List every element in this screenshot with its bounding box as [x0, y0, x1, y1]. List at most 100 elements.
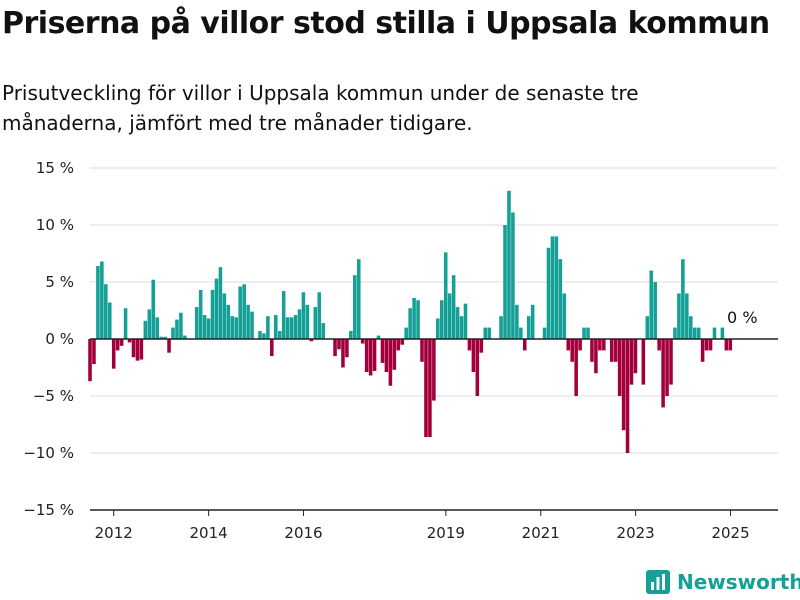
- bar: [463, 303, 468, 339]
- bar: [700, 339, 705, 362]
- bar: [582, 327, 586, 339]
- bar: [388, 339, 393, 386]
- bar: [341, 339, 345, 368]
- bar: [175, 319, 179, 339]
- bar: [436, 318, 440, 339]
- bar: [570, 339, 574, 362]
- bar: [297, 309, 302, 339]
- bar: [277, 331, 282, 339]
- bar: [507, 190, 511, 339]
- bar: [503, 225, 507, 339]
- bar: [447, 293, 452, 339]
- bar: [574, 339, 578, 396]
- bar: [115, 339, 120, 351]
- bar: [376, 335, 381, 339]
- bar: [696, 327, 701, 339]
- bar: [685, 293, 689, 339]
- bar: [131, 339, 136, 358]
- bar: [613, 339, 618, 362]
- bar: [712, 327, 717, 339]
- bar: [471, 339, 476, 373]
- bar: [598, 339, 602, 351]
- bar: [139, 339, 144, 360]
- bar: [424, 339, 428, 438]
- bar: [92, 339, 96, 365]
- bar: [321, 323, 325, 339]
- bar: [309, 339, 314, 342]
- bar: [692, 327, 697, 339]
- bar: [127, 339, 132, 343]
- bar: [163, 336, 167, 339]
- bar: [562, 293, 567, 339]
- chart-title: Priserna på villor stod stilla i Uppsala…: [2, 6, 770, 41]
- bar: [669, 339, 673, 385]
- bar: [281, 291, 286, 339]
- bar: [250, 311, 254, 339]
- bar: [487, 327, 491, 339]
- bar: [155, 317, 159, 339]
- bar: [724, 339, 729, 351]
- bar: [459, 316, 464, 339]
- x-tick-label: 2012: [95, 524, 133, 542]
- bar: [515, 304, 519, 339]
- x-tick-label: 2019: [427, 524, 465, 542]
- bar: [301, 292, 306, 339]
- bar: [649, 270, 654, 339]
- x-tick-label: 2025: [711, 524, 749, 542]
- bar: [104, 284, 108, 339]
- bar: [380, 339, 385, 363]
- bar: [356, 259, 361, 339]
- bar: [408, 308, 412, 339]
- bar: [317, 292, 322, 339]
- bar: [107, 302, 112, 339]
- bar: [499, 316, 503, 339]
- bar: [412, 297, 416, 339]
- bar-chart-icon: [646, 570, 670, 594]
- bar: [270, 339, 274, 357]
- bar: [384, 339, 389, 373]
- bar: [621, 339, 626, 431]
- bar: [258, 331, 262, 339]
- bar: [475, 339, 480, 396]
- bar: [333, 339, 337, 357]
- bar: [246, 304, 250, 339]
- bar: [602, 339, 606, 351]
- bar: [364, 339, 369, 373]
- bar: [147, 309, 152, 339]
- y-tick-label: 15 %: [36, 159, 74, 177]
- bar: [222, 293, 227, 339]
- y-tick-label: −5 %: [33, 387, 74, 405]
- bar: [554, 236, 559, 339]
- bar: [202, 315, 207, 339]
- bar: [210, 289, 215, 339]
- bar: [171, 327, 175, 339]
- y-tick-label: −10 %: [23, 444, 74, 462]
- bar: [289, 317, 294, 339]
- bar: [337, 339, 341, 350]
- bar: [159, 336, 163, 339]
- bar: [479, 339, 484, 353]
- bar: [206, 318, 211, 339]
- bar: [546, 247, 551, 339]
- bar: [483, 327, 488, 339]
- bar: [214, 278, 219, 339]
- bar: [420, 339, 424, 362]
- x-tick-label: 2021: [522, 524, 560, 542]
- bar: [194, 307, 199, 339]
- bar: [439, 300, 444, 339]
- bar: [681, 259, 685, 339]
- bar: [285, 317, 290, 339]
- bar: [586, 327, 590, 339]
- bar: [293, 315, 298, 339]
- bar: [143, 320, 148, 339]
- bar: [262, 333, 266, 339]
- x-tick-label: 2023: [617, 524, 655, 542]
- bar: [677, 293, 681, 339]
- bar: [266, 316, 270, 339]
- bar: [720, 327, 725, 339]
- bar: [179, 312, 183, 339]
- bar: [665, 339, 669, 396]
- bar: [704, 339, 709, 351]
- bar: [653, 282, 657, 339]
- y-tick-label: 0 %: [45, 330, 74, 348]
